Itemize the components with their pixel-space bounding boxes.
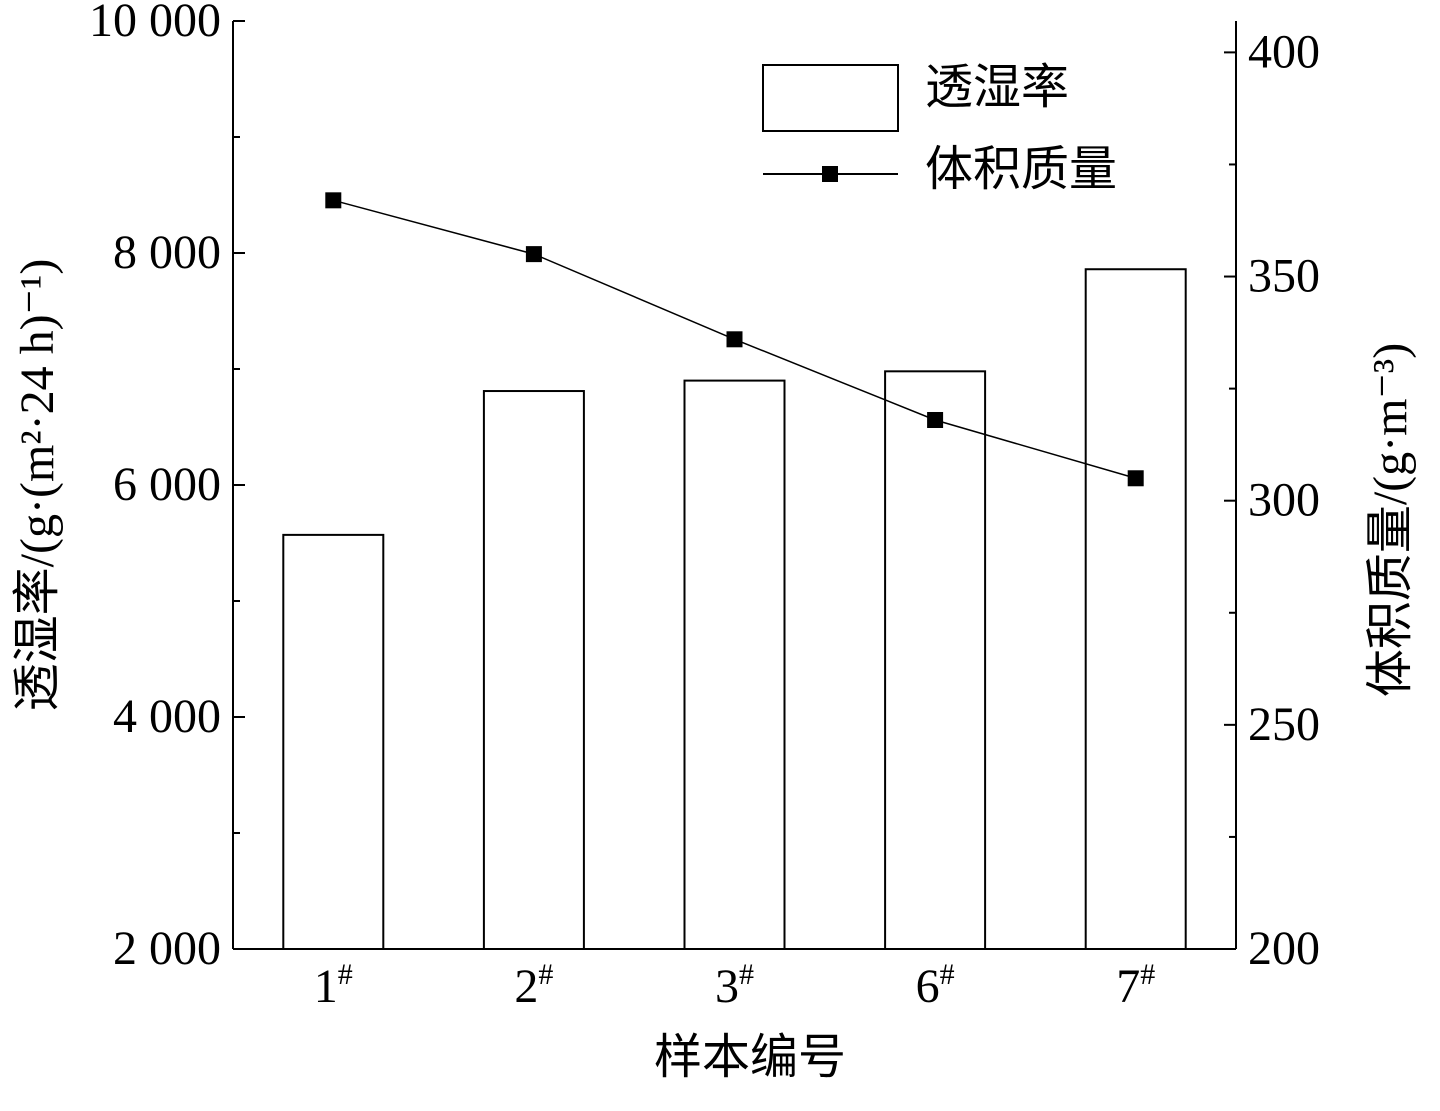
marker bbox=[1127, 470, 1144, 487]
y2-tick-label: 400 bbox=[1248, 25, 1320, 78]
marker bbox=[525, 246, 542, 263]
bar bbox=[1084, 268, 1187, 950]
y-axis-label: 透湿率/(g·(m²·24 h)⁻¹) bbox=[11, 259, 64, 712]
bar bbox=[683, 379, 786, 951]
y2-tick-label: 200 bbox=[1248, 922, 1320, 975]
bar bbox=[482, 390, 585, 951]
y2-axis-label: 体积质量/(g·m⁻³) bbox=[1364, 343, 1417, 697]
x-axis-label: 样本编号 bbox=[654, 1031, 846, 1084]
x-tick-label: 7# bbox=[1116, 958, 1155, 1013]
y-tick-label: 2 000 bbox=[113, 922, 221, 975]
legend-marker bbox=[822, 166, 838, 182]
legend-label: 体积质量 bbox=[925, 143, 1117, 196]
y2-tick-label: 250 bbox=[1248, 698, 1320, 751]
marker bbox=[927, 411, 944, 428]
x-tick-label: 6# bbox=[916, 958, 955, 1013]
y-tick-label: 4 000 bbox=[113, 690, 221, 743]
legend-swatch bbox=[762, 64, 899, 132]
marker bbox=[726, 331, 743, 348]
y-tick-label: 10 000 bbox=[89, 0, 221, 47]
x-tick-label: 2# bbox=[514, 958, 553, 1013]
y-tick-label: 8 000 bbox=[113, 226, 221, 279]
bar bbox=[282, 533, 385, 950]
x-tick-label: 3# bbox=[715, 958, 754, 1013]
marker bbox=[325, 192, 342, 209]
x-tick-label: 1# bbox=[314, 958, 353, 1013]
legend-label: 透湿率 bbox=[925, 61, 1069, 114]
y2-tick-label: 300 bbox=[1248, 474, 1320, 527]
y2-tick-label: 350 bbox=[1248, 250, 1320, 303]
bar bbox=[884, 370, 987, 950]
y-tick-label: 6 000 bbox=[113, 458, 221, 511]
